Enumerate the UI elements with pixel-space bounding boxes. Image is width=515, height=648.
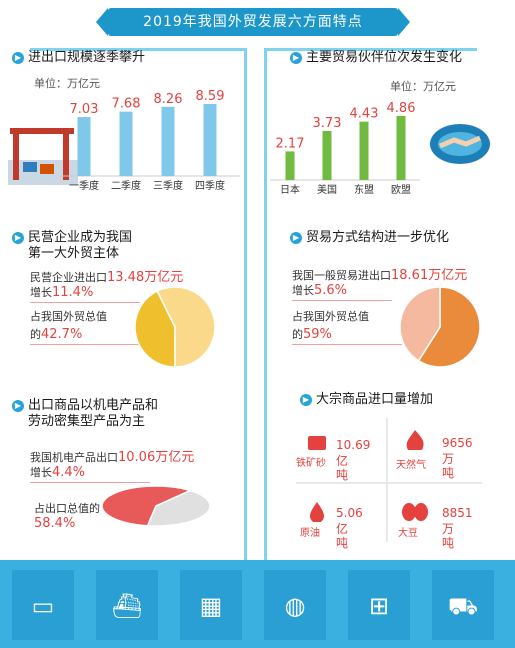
commodity-grid-h [296, 482, 482, 484]
play-icon: ▶ [12, 51, 24, 64]
center-line-left [244, 48, 247, 560]
soybean-icon [402, 503, 428, 521]
electromech-growth: 增长4.4% [30, 465, 86, 480]
play-icon: ▶ [290, 231, 302, 244]
divider [30, 302, 140, 303]
play-icon: ▶ [300, 393, 312, 406]
page-title: 2019年我国外贸发展六方面特点 [96, 8, 410, 36]
conveyor-icon: ▭ [31, 592, 55, 620]
ship-icon: ⛴ [111, 592, 143, 620]
pie-slice [399, 286, 441, 362]
electromech-share-value: 58.4% [34, 516, 76, 531]
category-label: 日本 [280, 183, 300, 196]
port-crane-icon: ⊞ [368, 592, 390, 620]
bar [359, 121, 369, 180]
electromech-share-line: 占出口总值的 [34, 502, 100, 515]
divider [292, 344, 402, 345]
bar [77, 117, 91, 176]
oil-drop-icon [310, 502, 324, 522]
category-label: 一季度 [69, 179, 99, 192]
section-title-private-enterprise: ▶ 民营企业成为我国 第一大外贸主体 [12, 230, 132, 262]
pie-slice [156, 286, 216, 368]
pie-slice [134, 290, 176, 368]
data-label: 8.26 [154, 92, 183, 107]
section-title-quarterly: ▶ 进出口规模逐季攀升 [12, 50, 145, 66]
bar [322, 130, 332, 180]
data-label: 7.03 [70, 102, 99, 117]
icon-panel-globe: ◍ [264, 570, 326, 640]
data-label: 4.43 [350, 107, 379, 122]
divider [30, 482, 150, 483]
play-icon: ▶ [290, 51, 302, 64]
general-trade-share-value: 的59% [292, 327, 332, 342]
general-trade-growth: 增长5.6% [292, 283, 348, 298]
divider [292, 300, 392, 301]
globe-icon: ◍ [284, 592, 306, 620]
category-label: 四季度 [195, 179, 225, 192]
category-label: 东盟 [354, 183, 374, 196]
icon-panel-conveyor: ▭ [12, 570, 74, 640]
bar [161, 106, 175, 176]
icon-panel-ship: ⛴ [96, 570, 158, 640]
partner-bar-chart: 2.17 日本 3.73 美国 4.43 东盟 4.86 欧盟 [270, 101, 420, 196]
bar [396, 116, 406, 180]
private-share-value: 的42.7% [30, 327, 83, 342]
section-title-trade-mode: ▶ 贸易方式结构进一步优化 [290, 230, 449, 246]
center-line-right [264, 48, 267, 560]
data-label: 2.17 [276, 136, 305, 151]
handshake-globe-icon [430, 124, 490, 164]
top-line-left [30, 48, 244, 51]
private-export-line: 民营企业进出口13.48万亿元 [30, 270, 184, 285]
cargo-ship-icon: ⛟ [447, 592, 479, 620]
quarterly-bar-chart: 7.03 一季度 7.68 二季度 8.26 三季度 8.59 四季度 [60, 89, 240, 192]
section-title-commodities: ▶ 大宗商品进口量增加 [300, 392, 433, 408]
pie-slice [417, 286, 481, 368]
gas-flame-icon [406, 430, 424, 450]
data-label: 8.59 [196, 89, 225, 104]
top-line-right [267, 48, 477, 51]
section-title-partners: ▶ 主要贸易伙伴位次发生变化 [290, 50, 462, 66]
category-label: 三季度 [153, 179, 183, 192]
general-trade-line: 我国一般贸易进出口18.61万亿元 [292, 268, 468, 283]
commodity-grid-v [386, 418, 388, 542]
electromech-export-line: 我国机电产品出口10.06万亿元 [30, 450, 195, 465]
category-label: 二季度 [111, 179, 141, 192]
private-share-line: 占我国外贸总值 [30, 310, 107, 323]
category-label: 欧盟 [391, 184, 411, 196]
play-icon: ▶ [12, 231, 24, 244]
iron-ore-icon [308, 436, 326, 450]
icon-panel-container: ▦ [180, 570, 242, 640]
data-label: 4.86 [387, 101, 416, 116]
icon-panel-crane: ⊞ [348, 570, 410, 640]
bar [119, 111, 133, 176]
data-label: 7.68 [112, 97, 141, 112]
bar [203, 104, 217, 176]
private-growth-line: 增长11.4% [30, 285, 94, 300]
general-trade-share-line: 占我国外贸总值 [292, 310, 369, 323]
private-share-pie [134, 286, 216, 368]
section-title-export-goods: ▶ 出口商品以机电产品和 劳动密集型产品为主 [12, 398, 158, 430]
play-icon: ▶ [12, 399, 24, 412]
container-icon: ▦ [199, 592, 223, 620]
unit-label: 单位：万亿元 [390, 80, 456, 93]
port-crane-photo [8, 128, 78, 185]
category-label: 美国 [317, 183, 337, 196]
divider [30, 344, 150, 345]
unit-label: 单位：万亿元 [34, 77, 100, 90]
pie-slice [101, 485, 193, 527]
electromech-share-pie [101, 485, 211, 527]
pie-slice [146, 489, 211, 527]
bar [285, 151, 295, 180]
data-label: 3.73 [313, 116, 342, 131]
general-trade-pie [399, 286, 481, 368]
bottom-icon-band [0, 560, 515, 648]
icon-panel-cargo-ship: ⛟ [432, 570, 494, 640]
